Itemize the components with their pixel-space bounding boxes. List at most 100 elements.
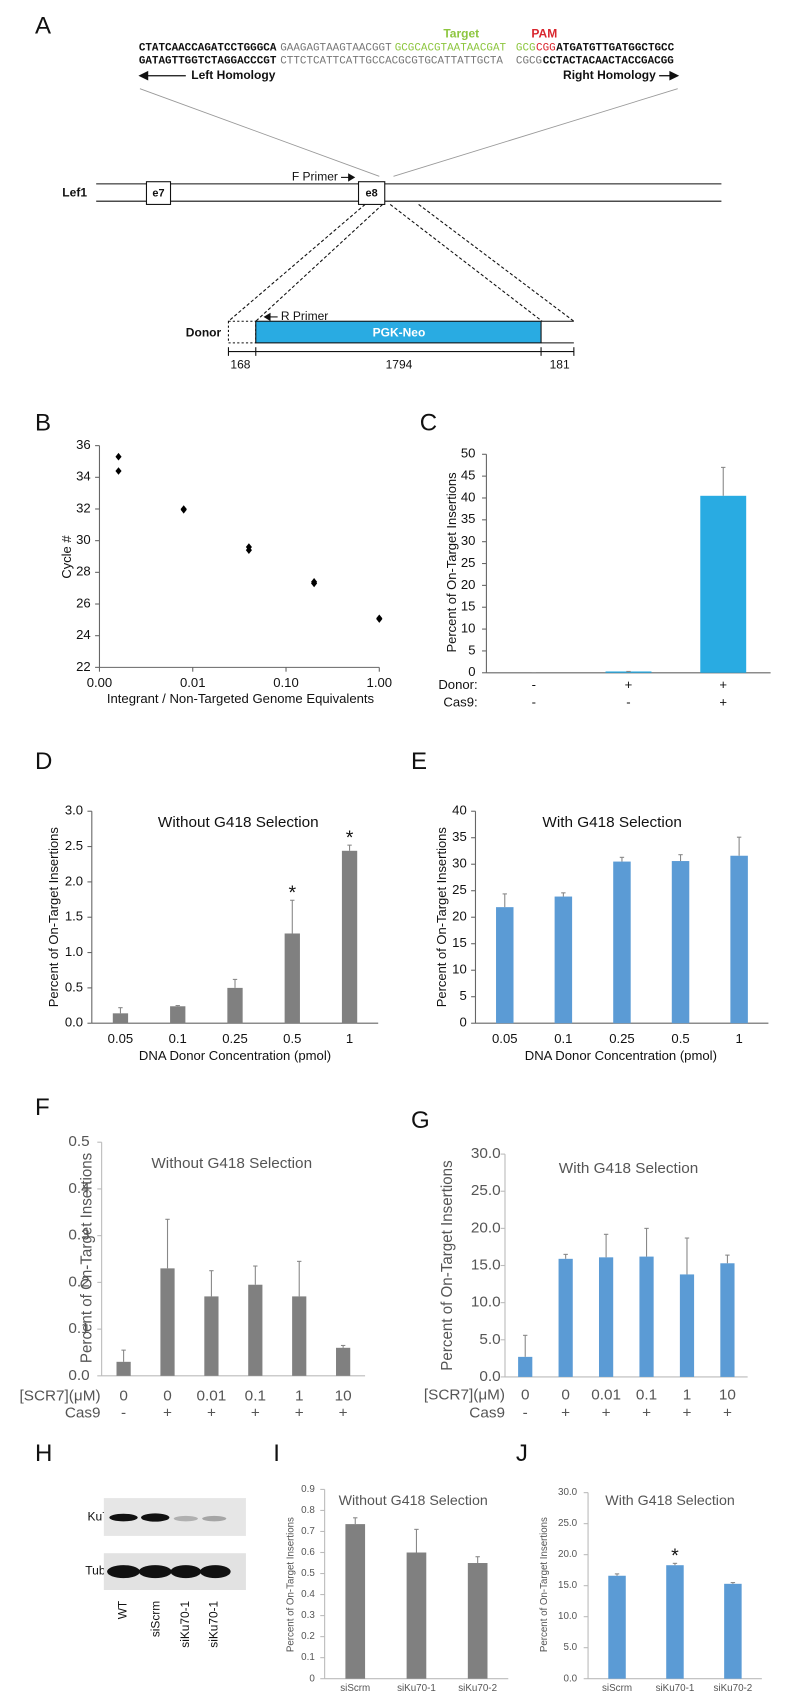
cassette-label: PGK-Neo — [373, 325, 426, 339]
y-tick-label: 2.5 — [65, 838, 83, 853]
seq-segment: CTTCTCATTCATTGCCACGCGTGCATTATTGCTA — [280, 55, 503, 67]
condition-label: + — [163, 1405, 172, 1422]
length-label: 181 — [550, 358, 570, 372]
y-tick-label: 0.0 — [65, 1015, 83, 1030]
bar — [406, 1552, 427, 1679]
y-tick-label: 36 — [76, 437, 91, 452]
y-tick-label: 0.8 — [301, 1505, 315, 1516]
seq-segment: CGG — [536, 42, 556, 54]
condition-label: + — [625, 677, 633, 692]
y-tick-label: 45 — [461, 468, 476, 483]
seq-segment: CGCG — [516, 55, 542, 67]
bar — [112, 1013, 129, 1024]
x-tick-label: 0.5 — [671, 1031, 689, 1046]
y-tick-label: 0.0 — [68, 1367, 89, 1384]
x-tick-label: 0.1 — [554, 1031, 572, 1046]
significance: * — [288, 882, 296, 904]
right-homology: Right Homology — [563, 68, 656, 82]
condition-name: [SCR7](μM) — [424, 1386, 505, 1403]
y-tick-label: 34 — [76, 469, 91, 484]
y-tick-label: 0 — [459, 1015, 466, 1030]
panel-letter: G — [411, 1107, 430, 1134]
seq-segment: GAAGAGTAAGTAACGGT — [280, 42, 392, 54]
x-tick-label: 0.05 — [492, 1031, 518, 1046]
y-tick-label: 20 — [461, 577, 476, 592]
panel-letter: E — [411, 748, 427, 775]
x-axis-label: Integrant / Non-Targeted Genome Equivale… — [107, 691, 375, 706]
y-tick-label: 0.4 — [68, 1180, 90, 1197]
band — [109, 1513, 138, 1522]
condition-name: Cas9 — [469, 1405, 505, 1422]
y-tick-label: 15 — [452, 935, 467, 950]
chart-title: With G418 Selection — [542, 814, 681, 831]
condition-label: + — [602, 1405, 611, 1422]
length-label: 168 — [230, 358, 250, 372]
seq-segment: ATGATGTTGATGGCTGCC — [556, 42, 674, 54]
y-tick-label: 30 — [452, 856, 467, 871]
bands — [107, 1513, 231, 1579]
x-tick-label: 0.25 — [222, 1031, 248, 1046]
y-tick-label: 10.0 — [471, 1294, 501, 1311]
condition-label: + — [207, 1405, 216, 1422]
r-primer-arrow — [263, 312, 278, 322]
condition-label: 0.01 — [197, 1387, 227, 1404]
y-tick-label: 0.5 — [68, 1133, 89, 1150]
condition-label: 0.01 — [591, 1386, 621, 1403]
bar — [496, 907, 514, 1024]
x-tick-label: 0.10 — [273, 675, 299, 690]
y-axis-label: Cycle # — [59, 535, 74, 579]
bar — [554, 896, 573, 1024]
point — [180, 505, 187, 514]
y-tick-label: 0.6 — [301, 1547, 315, 1558]
seq-segment: CCTACTACAACTACCGACGG — [543, 55, 674, 67]
cassette — [255, 320, 542, 344]
chart-title: With G418 Selection — [559, 1160, 698, 1177]
x-tick-label: 0.25 — [609, 1031, 635, 1046]
bar — [248, 1284, 263, 1376]
y-tick-label: 2.0 — [65, 873, 83, 888]
condition-label: 0 — [521, 1386, 530, 1403]
y-tick-label: 0.5 — [301, 1568, 315, 1579]
gene-label: Lef1 — [62, 186, 87, 200]
condition-label: - — [523, 1405, 528, 1422]
bar — [724, 1583, 742, 1679]
lane-label: WT — [116, 1600, 130, 1619]
y-tick-label: 20 — [452, 909, 467, 924]
bar — [730, 855, 748, 1024]
right-arm — [541, 320, 574, 344]
lane-label: siKu70-1 — [178, 1600, 192, 1647]
y-tick-label: 35 — [452, 829, 467, 844]
x-tick-label: siKu70-2 — [714, 1683, 753, 1694]
y-tick-label: 30.0 — [558, 1487, 578, 1498]
seq-segment: GATAGTTGGTCTAGGACCCGT — [139, 55, 277, 67]
chart-title: Without G418 Selection — [339, 1492, 488, 1508]
x-tick-label: 0.00 — [87, 675, 113, 690]
y-tick-label: 40 — [461, 489, 476, 504]
y-tick-label: 22 — [76, 659, 91, 674]
y-tick-label: 0 — [468, 664, 475, 679]
y-tick-label: 5.0 — [563, 1642, 577, 1653]
bar — [341, 850, 358, 1024]
condition-label: - — [626, 695, 630, 710]
y-tick-label: 30.0 — [471, 1145, 501, 1162]
bar — [345, 1524, 366, 1679]
y-tick-label: 32 — [76, 500, 91, 515]
x-tick-label: siKu70-1 — [656, 1683, 695, 1694]
left-arm — [227, 320, 257, 344]
condition-label: 0.1 — [245, 1387, 266, 1404]
bar — [605, 671, 652, 673]
panel-letter: H — [35, 1440, 52, 1467]
condition-label: 0 — [119, 1387, 128, 1404]
x-axis-label: DNA Donor Concentration (pmol) — [525, 1048, 717, 1063]
condition-label: + — [683, 1405, 692, 1422]
y-tick-label: 15.0 — [471, 1257, 501, 1274]
x-tick-label: 0.01 — [180, 675, 206, 690]
sequence-bottom: GATAGTTGGTCTAGGACCCGT CTTCTCATTCATTGCCAC… — [139, 55, 674, 67]
x-tick-label: siKu70-2 — [458, 1683, 497, 1694]
condition-label: - — [532, 677, 536, 692]
x-tick-label: 1.00 — [367, 675, 393, 690]
r-primer: R Primer — [281, 309, 328, 323]
chart-title: Without G418 Selection — [151, 1155, 312, 1172]
y-tick-label: 3.0 — [65, 803, 83, 818]
y-tick-label: 50 — [461, 446, 476, 461]
